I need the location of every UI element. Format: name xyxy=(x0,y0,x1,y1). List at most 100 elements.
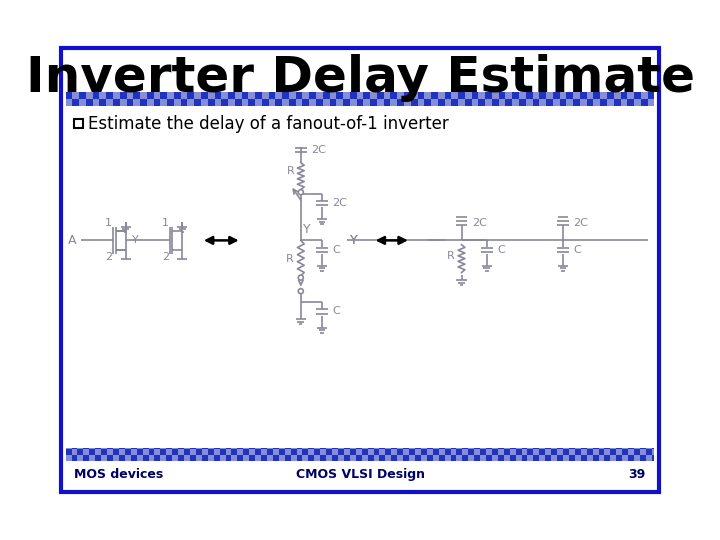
Bar xyxy=(279,455,284,461)
Bar xyxy=(646,448,652,449)
Bar xyxy=(297,449,302,455)
Text: 1: 1 xyxy=(162,219,169,228)
Bar xyxy=(155,449,161,455)
Bar xyxy=(161,455,166,461)
Bar xyxy=(102,455,107,461)
Text: 2C: 2C xyxy=(573,218,588,228)
Bar xyxy=(231,455,238,461)
Bar xyxy=(468,455,474,461)
Bar xyxy=(276,92,282,99)
Bar xyxy=(559,92,567,99)
Bar xyxy=(468,448,474,449)
Text: 2C: 2C xyxy=(311,145,326,155)
Bar xyxy=(74,119,84,129)
Bar xyxy=(330,92,336,99)
Circle shape xyxy=(298,288,303,294)
Bar xyxy=(458,99,465,106)
Bar xyxy=(350,448,356,449)
Bar xyxy=(282,99,289,106)
Bar xyxy=(220,455,225,461)
Bar xyxy=(178,449,184,455)
Bar xyxy=(102,448,107,449)
Bar xyxy=(202,449,208,455)
Bar xyxy=(71,449,78,455)
Bar xyxy=(492,448,498,449)
Bar xyxy=(125,448,131,449)
Bar xyxy=(66,448,654,461)
Bar xyxy=(214,449,220,455)
Bar xyxy=(611,455,616,461)
Bar xyxy=(315,455,320,461)
Bar xyxy=(184,455,190,461)
Bar xyxy=(374,455,379,461)
Bar xyxy=(220,448,225,449)
Bar xyxy=(66,99,73,106)
Bar xyxy=(338,448,344,449)
Circle shape xyxy=(298,275,303,280)
Bar xyxy=(512,99,519,106)
Bar xyxy=(646,455,652,461)
Bar xyxy=(196,448,202,449)
Bar xyxy=(137,448,143,449)
Bar xyxy=(622,448,628,449)
Bar xyxy=(621,99,627,106)
Bar xyxy=(89,448,95,449)
Bar xyxy=(480,448,486,449)
Bar xyxy=(66,92,654,106)
Bar xyxy=(350,455,356,461)
Bar xyxy=(127,92,133,99)
Bar xyxy=(510,449,516,455)
Bar xyxy=(397,92,404,99)
Bar xyxy=(433,448,438,449)
Bar xyxy=(133,99,140,106)
Bar xyxy=(113,448,119,449)
Bar xyxy=(147,99,153,106)
Bar xyxy=(427,449,433,455)
Bar xyxy=(569,449,575,455)
Bar xyxy=(243,448,249,449)
Bar xyxy=(504,455,510,461)
Bar xyxy=(478,92,485,99)
Bar xyxy=(208,455,214,461)
Text: C: C xyxy=(332,306,340,316)
Text: C: C xyxy=(573,245,581,255)
Bar xyxy=(284,449,291,455)
Bar xyxy=(390,99,397,106)
Bar xyxy=(451,449,456,455)
Bar xyxy=(78,448,84,449)
FancyBboxPatch shape xyxy=(61,48,659,492)
Bar xyxy=(641,92,647,99)
Bar xyxy=(89,455,95,461)
Bar xyxy=(521,449,528,455)
Bar xyxy=(361,448,368,449)
Bar xyxy=(444,99,451,106)
Bar xyxy=(587,92,593,99)
Text: Y: Y xyxy=(350,234,357,247)
Bar xyxy=(190,449,196,455)
Bar xyxy=(462,449,468,455)
Bar xyxy=(255,99,262,106)
Bar xyxy=(356,449,361,455)
Bar xyxy=(397,455,403,461)
Bar xyxy=(231,448,238,449)
Bar xyxy=(326,455,332,461)
Bar xyxy=(627,92,634,99)
Bar xyxy=(534,449,539,455)
Text: 39: 39 xyxy=(629,468,646,481)
Text: Estimate the delay of a fanout-of-1 inverter: Estimate the delay of a fanout-of-1 inve… xyxy=(88,114,449,133)
Bar xyxy=(384,92,390,99)
Bar xyxy=(528,448,534,449)
Bar xyxy=(79,99,86,106)
Bar xyxy=(187,99,194,106)
Bar xyxy=(174,99,181,106)
Bar xyxy=(587,448,593,449)
Bar xyxy=(391,449,397,455)
Text: Y: Y xyxy=(132,235,138,245)
Bar xyxy=(350,99,356,106)
Bar xyxy=(161,99,167,106)
Bar xyxy=(137,455,143,461)
Bar xyxy=(291,448,297,449)
Bar xyxy=(95,449,102,455)
Bar xyxy=(563,455,569,461)
Bar xyxy=(551,448,557,449)
